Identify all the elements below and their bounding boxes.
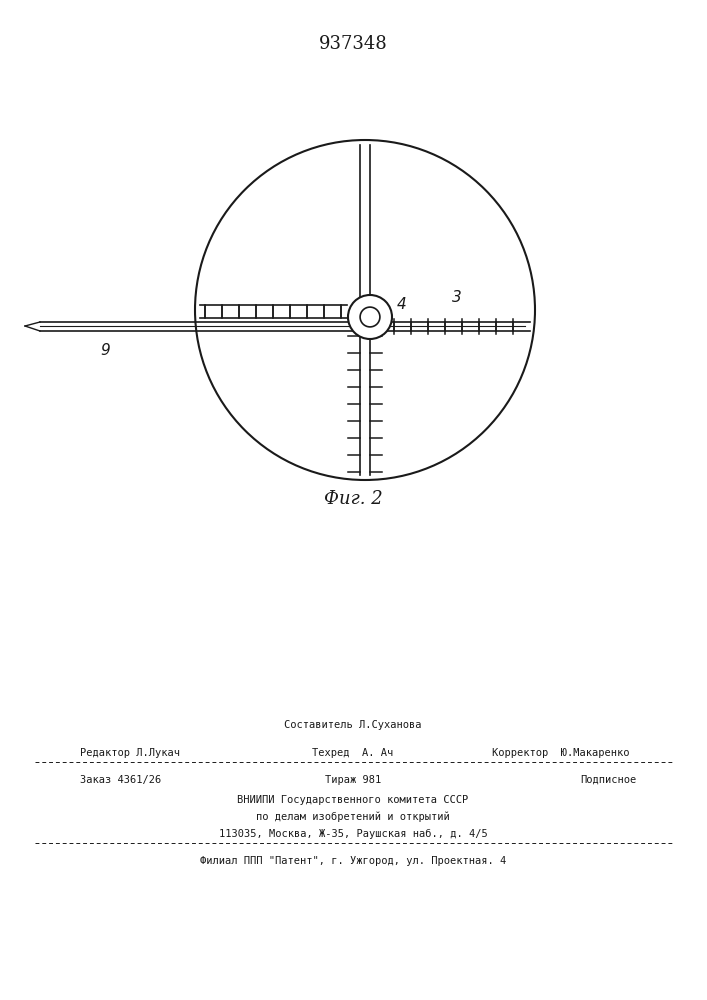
Text: 3: 3	[452, 290, 462, 305]
Text: 4: 4	[397, 297, 407, 312]
Text: 9: 9	[100, 343, 110, 358]
Text: 113035, Москва, Ж-35, Раушская наб., д. 4/5: 113035, Москва, Ж-35, Раушская наб., д. …	[218, 829, 487, 839]
Text: Техред  А. Ач: Техред А. Ач	[312, 748, 394, 758]
Text: Корректор  Ю.Макаренко: Корректор Ю.Макаренко	[493, 748, 630, 758]
Text: Фиг. 2: Фиг. 2	[324, 490, 382, 508]
Text: 937348: 937348	[319, 35, 387, 53]
Text: ВНИИПИ Государственного комитета СССР: ВНИИПИ Государственного комитета СССР	[238, 795, 469, 805]
Text: Филиал ППП "Патент", г. Ужгород, ул. Проектная. 4: Филиал ППП "Патент", г. Ужгород, ул. Про…	[200, 856, 506, 866]
Text: Тираж 981: Тираж 981	[325, 775, 381, 785]
Text: по делам изобретений и открытий: по делам изобретений и открытий	[256, 812, 450, 822]
Circle shape	[348, 295, 392, 339]
Text: Редактор Л.Лукач: Редактор Л.Лукач	[80, 748, 180, 758]
Text: Составитель Л.Суханова: Составитель Л.Суханова	[284, 720, 422, 730]
Text: Подписное: Подписное	[580, 775, 636, 785]
Text: Заказ 4361/26: Заказ 4361/26	[80, 775, 161, 785]
